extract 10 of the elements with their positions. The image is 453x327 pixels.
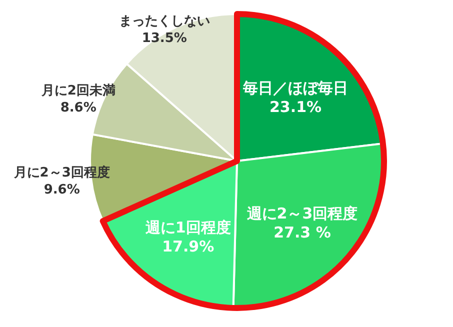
slice-label: 週に2～3回程度 [246,204,358,222]
slice-label: 週に1回程度 [144,218,231,236]
data-label: 8.6% [60,100,96,116]
data-label: 13.5% [142,31,187,46]
data-label: 23.1% [270,98,322,116]
slice-label: 毎日／ほぼ毎日 [242,79,348,98]
slice-label: まったくしない [118,14,210,30]
data-label: 17.9% [162,237,214,256]
data-label: 9.6% [44,182,80,198]
data-label: 27.3 % [274,223,331,242]
